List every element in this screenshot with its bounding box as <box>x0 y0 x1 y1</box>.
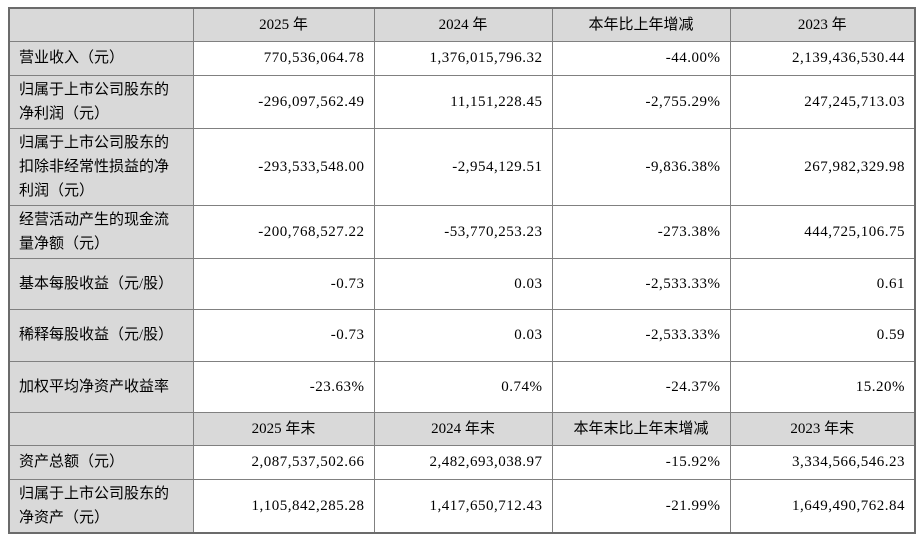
cell-value: -53,770,253.23 <box>373 204 553 259</box>
header-2024: 2024 年 <box>373 7 553 42</box>
header-2025-end: 2025 年末 <box>192 411 375 446</box>
cell-value: -44.00% <box>551 40 731 76</box>
row-label: 经营活动产生的现金流量净额（元） <box>8 204 194 259</box>
table-row-basic-eps: 基本每股收益（元/股） -0.73 0.03 -2,533.33% 0.61 <box>8 257 916 310</box>
row-label: 归属于上市公司股东的净资产（元） <box>8 478 194 533</box>
row-label: 归属于上市公司股东的扣除非经常性损益的净利润（元） <box>8 127 194 206</box>
table-row-operating-cash-flow: 经营活动产生的现金流量净额（元） -200,768,527.22 -53,770… <box>8 204 916 259</box>
cell-value: 1,105,842,285.28 <box>192 478 375 533</box>
cell-value: 0.61 <box>729 257 916 310</box>
cell-value: -296,097,562.49 <box>192 74 375 129</box>
cell-value: -273.38% <box>551 204 731 259</box>
row-label: 归属于上市公司股东的净利润（元） <box>8 74 194 129</box>
table-header-row-annual: 2025 年 2024 年 本年比上年增减 2023 年 <box>8 7 916 42</box>
row-label: 资产总额（元） <box>8 444 194 480</box>
cell-value: 1,649,490,762.84 <box>729 478 916 533</box>
table-row-revenue: 营业收入（元） 770,536,064.78 1,376,015,796.32 … <box>8 40 916 76</box>
cell-value: 0.03 <box>373 308 553 362</box>
cell-value: 15.20% <box>729 360 916 413</box>
table-row-net-profit-excl-nonrecurring: 归属于上市公司股东的扣除非经常性损益的净利润（元） -293,533,548.0… <box>8 127 916 206</box>
table-row-diluted-eps: 稀释每股收益（元/股） -0.73 0.03 -2,533.33% 0.59 <box>8 308 916 362</box>
table-row-net-assets: 归属于上市公司股东的净资产（元） 1,105,842,285.28 1,417,… <box>8 478 916 533</box>
cell-value: 2,139,436,530.44 <box>729 40 916 76</box>
header-blank-cell <box>8 411 194 446</box>
cell-value: -9,836.38% <box>551 127 731 206</box>
cell-value: 770,536,064.78 <box>192 40 375 76</box>
row-label: 营业收入（元） <box>8 40 194 76</box>
header-yoy-change: 本年比上年增减 <box>551 7 731 42</box>
cell-value: -2,954,129.51 <box>373 127 553 206</box>
header-2023: 2023 年 <box>729 7 916 42</box>
header-2025: 2025 年 <box>192 7 375 42</box>
header-2024-end: 2024 年末 <box>373 411 553 446</box>
cell-value: 3,334,566,546.23 <box>729 444 916 480</box>
cell-value: -2,533.33% <box>551 308 731 362</box>
row-label: 基本每股收益（元/股） <box>8 257 194 310</box>
cell-value: 1,376,015,796.32 <box>373 40 553 76</box>
cell-value: -200,768,527.22 <box>192 204 375 259</box>
cell-value: -15.92% <box>551 444 731 480</box>
row-label: 稀释每股收益（元/股） <box>8 308 194 362</box>
header-period-end-change: 本年末比上年末增减 <box>551 411 731 446</box>
cell-value: -23.63% <box>192 360 375 413</box>
cell-value: -21.99% <box>551 478 731 533</box>
cell-value: 2,482,693,038.97 <box>373 444 553 480</box>
cell-value: 0.59 <box>729 308 916 362</box>
cell-value: 1,417,650,712.43 <box>373 478 553 533</box>
cell-value: -0.73 <box>192 257 375 310</box>
table-row-weighted-avg-roe: 加权平均净资产收益率 -23.63% 0.74% -24.37% 15.20% <box>8 360 916 413</box>
table-header-row-period-end: 2025 年末 2024 年末 本年末比上年末增减 2023 年末 <box>8 411 916 446</box>
cell-value: 267,982,329.98 <box>729 127 916 206</box>
cell-value: -2,755.29% <box>551 74 731 129</box>
cell-value: 247,245,713.03 <box>729 74 916 129</box>
cell-value: 444,725,106.75 <box>729 204 916 259</box>
table-row-net-profit: 归属于上市公司股东的净利润（元） -296,097,562.49 11,151,… <box>8 74 916 129</box>
row-label: 加权平均净资产收益率 <box>8 360 194 413</box>
table-row-total-assets: 资产总额（元） 2,087,537,502.66 2,482,693,038.9… <box>8 444 916 480</box>
cell-value: -2,533.33% <box>551 257 731 310</box>
cell-value: 11,151,228.45 <box>373 74 553 129</box>
cell-value: -24.37% <box>551 360 731 413</box>
financial-summary-table: 2025 年 2024 年 本年比上年增减 2023 年 营业收入（元） 770… <box>8 7 916 534</box>
cell-value: 0.03 <box>373 257 553 310</box>
cell-value: 2,087,537,502.66 <box>192 444 375 480</box>
header-blank-cell <box>8 7 194 42</box>
header-2023-end: 2023 年末 <box>729 411 916 446</box>
cell-value: -293,533,548.00 <box>192 127 375 206</box>
cell-value: -0.73 <box>192 308 375 362</box>
cell-value: 0.74% <box>373 360 553 413</box>
